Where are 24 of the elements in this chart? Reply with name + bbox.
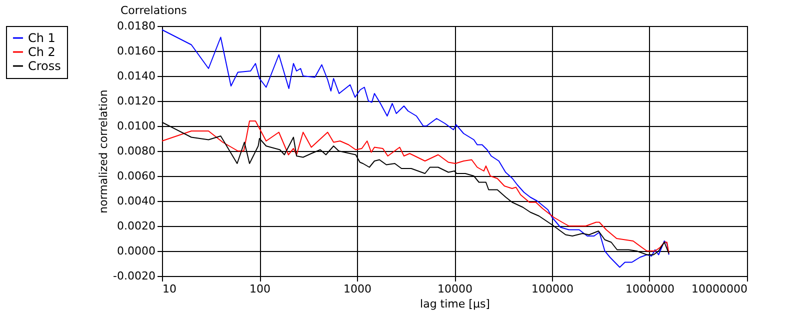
x-tick-label: 1000 [344, 282, 372, 296]
y-tick-label: 0.0100 [117, 120, 156, 132]
y-tick-label: 0.0080 [117, 144, 156, 158]
x-tick-label: 100 [250, 282, 270, 296]
legend-label: Ch 2 [28, 45, 56, 59]
y-tick-label: 0.0040 [117, 194, 156, 208]
y-tick-label: 0.0120 [117, 94, 156, 108]
x-tick-label: 1000000 [626, 282, 674, 296]
x-tick-label: 10 [162, 282, 176, 296]
legend-label: Ch 1 [28, 31, 56, 45]
y-tick-label: 0.0020 [117, 220, 156, 232]
chart-title: Correlations [120, 4, 188, 17]
x-tick-label: 10000000 [692, 282, 748, 296]
y-tick-label: 0.0180 [117, 20, 156, 32]
legend-label: Cross [28, 59, 61, 73]
y-tick-label: 0.0160 [117, 44, 156, 58]
y-tick-label: 0.0140 [117, 70, 156, 82]
x-tick-label: 10000 [438, 282, 472, 296]
x-tick-label: 100000 [532, 282, 574, 296]
x-axis-title: lag time [µs] [420, 298, 490, 310]
y-tick-label: -0.0020 [113, 270, 156, 282]
y-tick-label: 0.0060 [117, 170, 156, 182]
y-tick-label: 0.0000 [117, 244, 156, 258]
y-axis-title: normalized correlation [97, 90, 110, 214]
